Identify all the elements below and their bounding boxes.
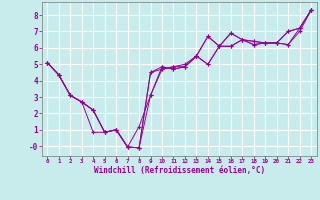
X-axis label: Windchill (Refroidissement éolien,°C): Windchill (Refroidissement éolien,°C)	[94, 166, 265, 175]
